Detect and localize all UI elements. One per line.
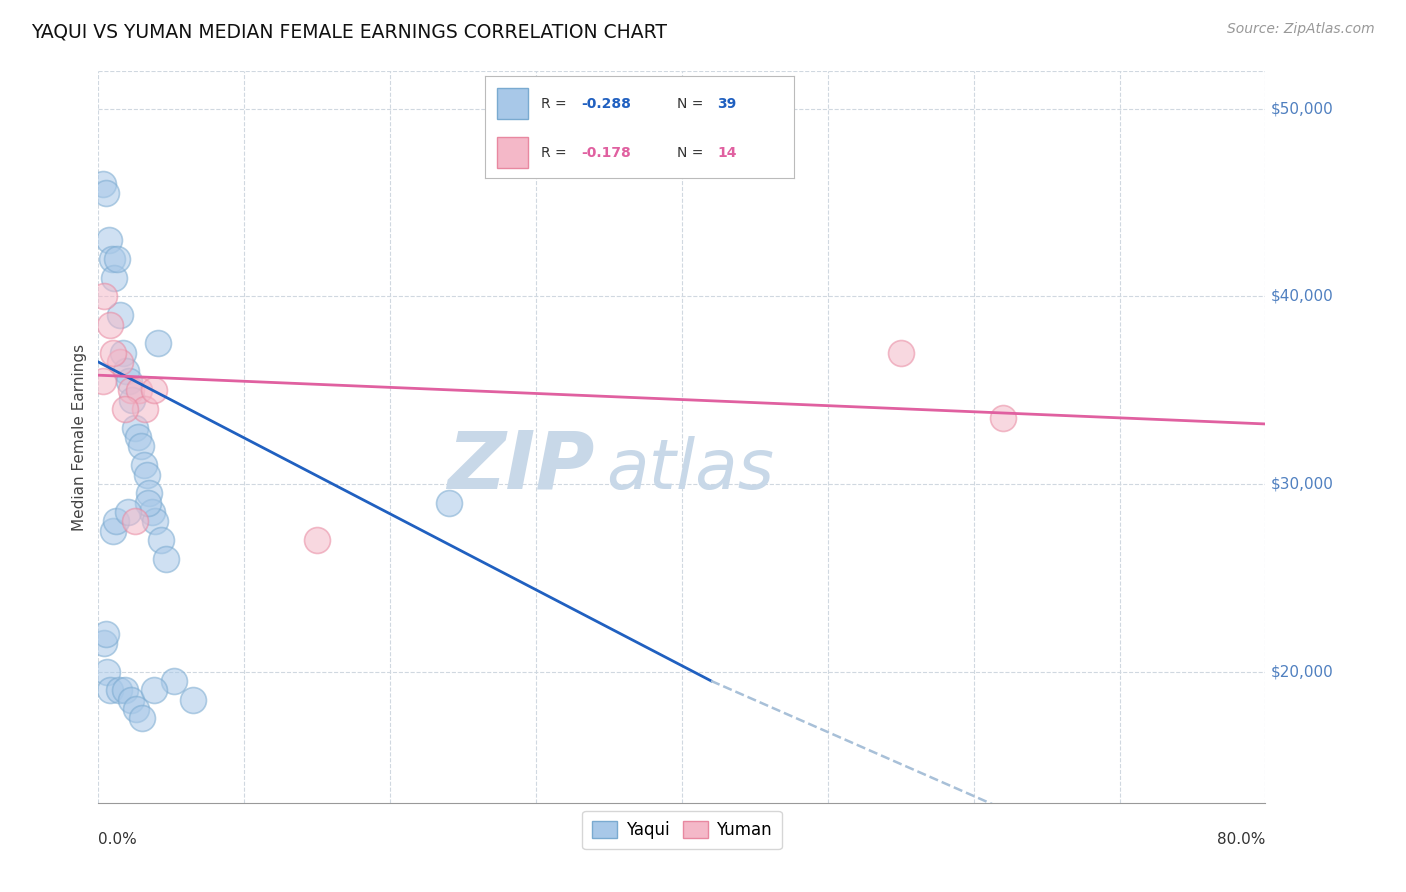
- Point: [101, 524, 124, 538]
- Point: [150, 533, 173, 548]
- Point: [98, 683, 121, 698]
- Point: [110, 308, 132, 322]
- Text: -0.288: -0.288: [581, 96, 631, 111]
- Point: [121, 392, 143, 407]
- Point: [134, 401, 156, 416]
- Point: [98, 318, 121, 332]
- Text: $50,000: $50,000: [1271, 102, 1334, 116]
- Point: [129, 440, 152, 454]
- Point: [890, 345, 912, 359]
- Text: 80.0%: 80.0%: [1218, 832, 1265, 847]
- Point: [132, 458, 155, 473]
- Point: [94, 627, 117, 641]
- Point: [94, 186, 117, 201]
- Y-axis label: Median Female Earnings: Median Female Earnings: [72, 343, 87, 531]
- Point: [93, 289, 115, 303]
- Point: [136, 496, 159, 510]
- Text: $40,000: $40,000: [1271, 289, 1334, 304]
- Point: [100, 252, 122, 266]
- Point: [163, 673, 186, 688]
- Text: R =: R =: [541, 96, 571, 111]
- Point: [114, 401, 136, 416]
- Text: N =: N =: [676, 145, 707, 160]
- Point: [141, 505, 163, 519]
- Text: YAQUI VS YUMAN MEDIAN FEMALE EARNINGS CORRELATION CHART: YAQUI VS YUMAN MEDIAN FEMALE EARNINGS CO…: [31, 22, 666, 41]
- Point: [115, 364, 138, 378]
- Point: [118, 374, 141, 388]
- Text: $30,000: $30,000: [1271, 476, 1334, 491]
- Point: [108, 683, 131, 698]
- Point: [181, 692, 204, 706]
- Point: [112, 345, 135, 359]
- Point: [114, 683, 136, 698]
- Text: atlas: atlas: [606, 436, 775, 503]
- Point: [120, 383, 142, 397]
- Point: [437, 496, 460, 510]
- FancyBboxPatch shape: [498, 88, 529, 119]
- Point: [142, 683, 165, 698]
- Point: [120, 692, 142, 706]
- Point: [131, 711, 153, 725]
- Point: [127, 430, 149, 444]
- Point: [155, 552, 177, 566]
- Point: [91, 177, 114, 191]
- Point: [105, 252, 128, 266]
- Point: [93, 636, 115, 650]
- Text: ZIP: ZIP: [447, 427, 595, 506]
- Point: [128, 383, 150, 397]
- Point: [124, 420, 146, 434]
- Point: [96, 665, 118, 679]
- Text: R =: R =: [541, 145, 571, 160]
- Point: [142, 383, 165, 397]
- Text: $20,000: $20,000: [1271, 664, 1334, 679]
- Point: [138, 486, 160, 500]
- Point: [125, 702, 148, 716]
- Text: -0.178: -0.178: [581, 145, 631, 160]
- Text: 39: 39: [717, 96, 737, 111]
- Point: [97, 233, 120, 247]
- Point: [91, 374, 114, 388]
- Point: [110, 355, 132, 369]
- Point: [117, 505, 139, 519]
- Point: [991, 411, 1014, 425]
- Text: 0.0%: 0.0%: [98, 832, 138, 847]
- Point: [103, 270, 125, 285]
- Text: Source: ZipAtlas.com: Source: ZipAtlas.com: [1227, 22, 1375, 37]
- Point: [124, 515, 146, 529]
- Point: [104, 515, 127, 529]
- Point: [101, 345, 124, 359]
- FancyBboxPatch shape: [498, 137, 529, 168]
- Text: 14: 14: [717, 145, 737, 160]
- Point: [143, 515, 166, 529]
- Point: [135, 467, 157, 482]
- Point: [307, 533, 329, 548]
- Legend: Yaqui, Yuman: Yaqui, Yuman: [582, 811, 782, 849]
- Point: [148, 336, 170, 351]
- Text: N =: N =: [676, 96, 707, 111]
